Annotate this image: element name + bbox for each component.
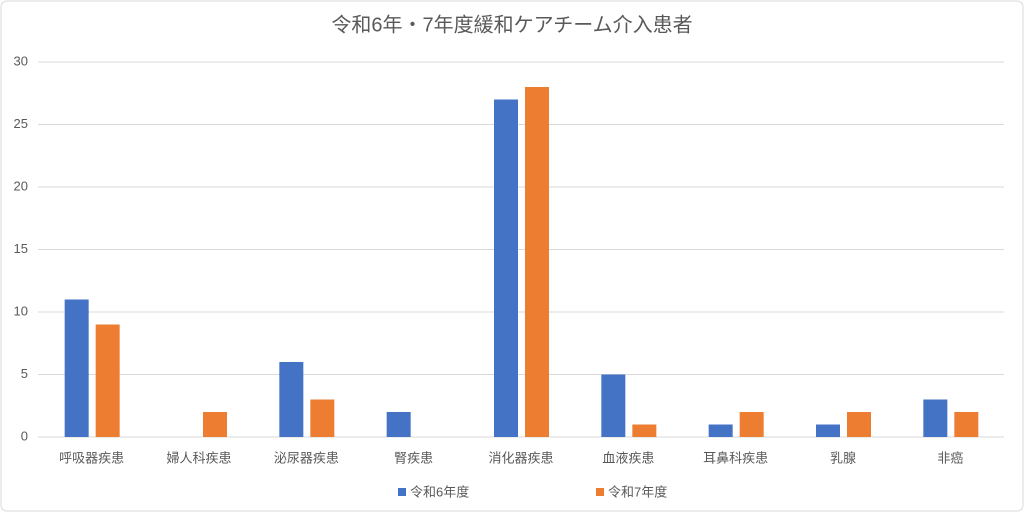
- x-tick-label: 血液疾患: [602, 450, 654, 465]
- bar: [739, 412, 764, 437]
- x-tick-label: 泌尿器疾患: [274, 450, 339, 465]
- x-tick-label: 消化器疾患: [488, 450, 553, 465]
- y-tick-label: 15: [14, 241, 28, 256]
- bar: [601, 374, 626, 437]
- bar: [386, 412, 411, 437]
- legend-label: 令和7年度: [608, 484, 667, 499]
- bar: [494, 99, 518, 437]
- bar: [923, 399, 948, 437]
- bar: [954, 412, 979, 437]
- bar: [525, 87, 549, 437]
- legend-swatch: [596, 488, 604, 496]
- bar: [279, 362, 304, 437]
- bar: [708, 424, 733, 437]
- y-tick-label: 0: [21, 428, 28, 443]
- x-tick-label: 非癌: [937, 450, 963, 465]
- bar: [310, 399, 335, 437]
- y-tick-label: 5: [21, 366, 28, 381]
- bar: [203, 412, 227, 437]
- bar: [816, 424, 840, 437]
- chart-title: 令和6年・7年度緩和ケアチーム介入患者: [331, 13, 692, 36]
- bar: [64, 299, 89, 437]
- y-tick-label: 20: [14, 178, 28, 193]
- x-tick-label: 腎疾患: [394, 450, 433, 465]
- legend-swatch: [398, 488, 406, 496]
- x-tick-label: 乳腺: [830, 450, 856, 465]
- bar: [632, 424, 657, 437]
- x-tick-label: 呼吸器疾患: [59, 450, 124, 465]
- legend-label: 令和6年度: [410, 484, 469, 499]
- x-tick-label: 耳鼻科疾患: [703, 450, 768, 465]
- y-tick-label: 30: [14, 53, 28, 68]
- y-tick-label: 10: [14, 303, 28, 318]
- y-tick-label: 25: [14, 116, 28, 131]
- bar: [847, 412, 871, 437]
- x-tick-label: 婦人科疾患: [166, 450, 231, 465]
- bar: [95, 324, 120, 437]
